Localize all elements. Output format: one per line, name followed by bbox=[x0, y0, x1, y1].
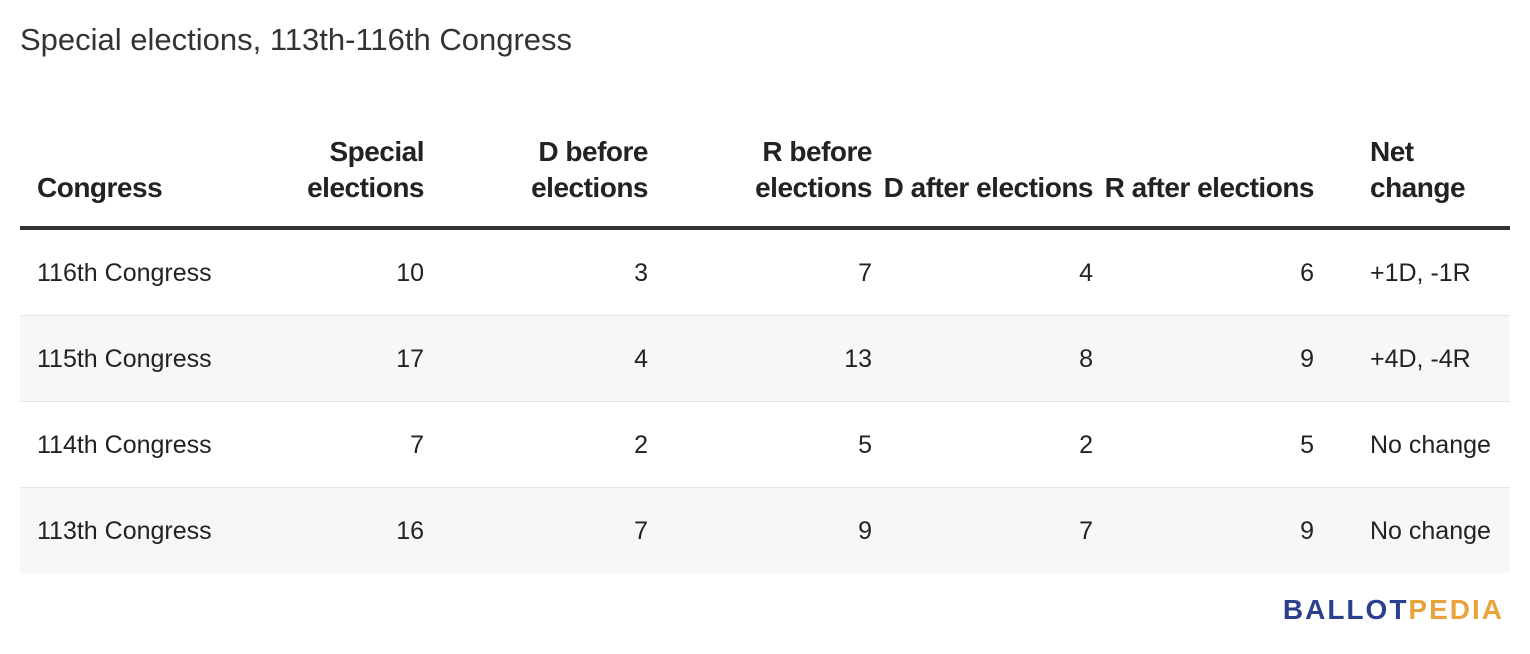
header-r-after: R after elections bbox=[1093, 112, 1315, 230]
logo-text-ballot: BALLOT bbox=[1282, 594, 1409, 625]
table-row: 113th Congress 16 7 9 7 9 No change bbox=[20, 487, 1510, 573]
cell-d-after: 7 bbox=[872, 487, 1093, 573]
table-header-row: Congress Special elections D before elec… bbox=[20, 112, 1510, 230]
cell-d-before: 7 bbox=[424, 487, 648, 573]
ballotpedia-logo: BALLOTPEDIA bbox=[1283, 594, 1504, 626]
cell-r-after: 9 bbox=[1093, 487, 1314, 573]
cell-net-change: +4D, -4R bbox=[1314, 315, 1510, 402]
cell-congress: 115th Congress bbox=[20, 315, 216, 402]
table-row: 116th Congress 10 3 7 4 6 +1D, -1R bbox=[20, 228, 1510, 316]
header-d-before: D before elections bbox=[424, 112, 649, 230]
cell-d-after: 4 bbox=[872, 228, 1093, 316]
page-title: Special elections, 113th-116th Congress bbox=[20, 22, 573, 57]
cell-special-elections: 16 bbox=[216, 487, 424, 573]
cell-special-elections: 10 bbox=[216, 228, 424, 316]
header-special-elections: Special elections bbox=[216, 112, 425, 230]
cell-d-after: 8 bbox=[872, 315, 1093, 402]
cell-net-change: No change bbox=[1314, 401, 1510, 488]
cell-congress: 113th Congress bbox=[20, 487, 216, 573]
cell-d-after: 2 bbox=[872, 401, 1093, 488]
cell-d-before: 2 bbox=[424, 401, 648, 488]
cell-net-change: +1D, -1R bbox=[1314, 228, 1510, 316]
cell-d-before: 3 bbox=[424, 228, 648, 316]
header-d-after: D after elections bbox=[872, 112, 1094, 230]
cell-congress: 116th Congress bbox=[20, 228, 216, 316]
cell-net-change: No change bbox=[1314, 487, 1510, 573]
logo-text-pedia: PEDIA bbox=[1408, 594, 1504, 625]
cell-special-elections: 17 bbox=[216, 315, 424, 402]
cell-d-before: 4 bbox=[424, 315, 648, 402]
header-r-before: R before elections bbox=[648, 112, 873, 230]
cell-r-after: 6 bbox=[1093, 228, 1314, 316]
special-elections-table: Congress Special elections D before elec… bbox=[20, 112, 1510, 573]
cell-special-elections: 7 bbox=[216, 401, 424, 488]
table-row: 114th Congress 7 2 5 2 5 No change bbox=[20, 401, 1510, 488]
cell-congress: 114th Congress bbox=[20, 401, 216, 488]
header-congress: Congress bbox=[20, 112, 216, 230]
header-net-change: Net change bbox=[1314, 112, 1510, 230]
cell-r-after: 5 bbox=[1093, 401, 1314, 488]
cell-r-before: 7 bbox=[648, 228, 872, 316]
cell-r-after: 9 bbox=[1093, 315, 1314, 402]
cell-r-before: 5 bbox=[648, 401, 872, 488]
table-row: 115th Congress 17 4 13 8 9 +4D, -4R bbox=[20, 315, 1510, 402]
cell-r-before: 9 bbox=[648, 487, 872, 573]
cell-r-before: 13 bbox=[648, 315, 872, 402]
